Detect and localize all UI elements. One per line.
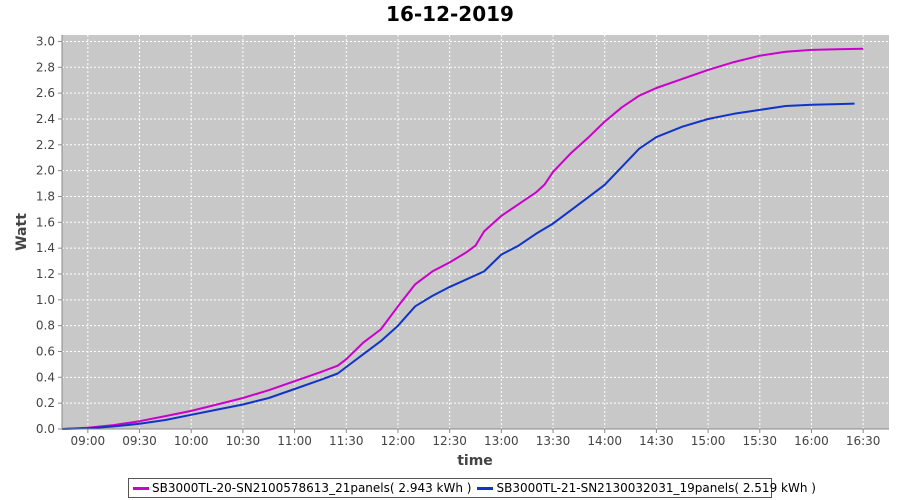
y-tick-label: 1.8: [36, 189, 55, 203]
y-tick-label: 1.6: [36, 215, 55, 229]
x-tick-label: 11:00: [277, 434, 312, 448]
y-tick-label: 2.2: [36, 138, 55, 152]
x-tick-label: 10:00: [174, 434, 209, 448]
y-tick-label: 1.2: [36, 267, 55, 281]
y-tick-label: 0.8: [36, 319, 55, 333]
legend-item-series-2: SB3000TL-21-SN2130032031_19panels( 2.519…: [477, 481, 816, 495]
legend-item-series-1: SB3000TL-20-SN2100578613_21panels( 2.943…: [133, 481, 471, 495]
x-tick-label: 15:00: [691, 434, 726, 448]
legend: SB3000TL-20-SN2100578613_21panels( 2.943…: [128, 478, 816, 498]
y-tick-label: 1.0: [36, 293, 55, 307]
legend-swatch-series-1: [133, 486, 149, 490]
y-tick-label: 2.8: [36, 60, 55, 74]
x-axis-label: time: [457, 453, 493, 469]
y-tick-label: 3.0: [36, 34, 55, 48]
x-tick-label: 13:30: [536, 434, 571, 448]
y-axis-ticks: 0.0 0.2 0.4 0.6 0.8 1.0 1.2 1.4 1.6 1.8 2.0 2.2 2.4 2…: [36, 34, 62, 436]
x-tick-label: 10:30: [226, 434, 261, 448]
x-tick-label: 14:00: [587, 434, 622, 448]
x-tick-label: 14:30: [639, 434, 674, 448]
y-tick-label: 0.2: [36, 396, 55, 410]
y-tick-label: 0.4: [36, 370, 55, 384]
legend-label-series-2: SB3000TL-21-SN2130032031_19panels( 2.519…: [496, 481, 816, 495]
x-axis-ticks: 09:00 09:30 10:00 10:30 11:00 11:30 12:00 12:30…: [71, 429, 881, 448]
series-1-line: [61, 47, 864, 430]
legend-swatch-series-2: [477, 486, 494, 490]
x-tick-label: 12:30: [432, 434, 467, 448]
y-tick-label: 2.0: [36, 164, 55, 178]
plot-area: [62, 35, 889, 429]
x-tick-label: 09:30: [122, 434, 157, 448]
y-tick-label: 1.4: [36, 241, 55, 255]
x-tick-label: 15:30: [742, 434, 777, 448]
x-tick-label: 12:00: [381, 434, 416, 448]
x-tick-label: 11:30: [329, 434, 364, 448]
series-2-line: [61, 102, 855, 430]
y-tick-label: 0.6: [36, 344, 55, 358]
legend-label-series-1: SB3000TL-20-SN2100578613_21panels( 2.943…: [152, 481, 472, 495]
y-tick-label: 2.4: [36, 112, 55, 126]
y-tick-label: 2.6: [36, 86, 55, 100]
x-tick-label: 13:00: [484, 434, 519, 448]
chart-title: 16-12-2019: [386, 2, 514, 26]
y-axis-label: Watt: [14, 213, 30, 251]
x-tick-label: 16:30: [846, 434, 881, 448]
series-lines: [61, 47, 864, 430]
y-tick-label: 0.0: [36, 422, 55, 436]
x-tick-label: 09:00: [71, 434, 106, 448]
x-tick-label: 16:00: [794, 434, 829, 448]
grid-lines: [62, 35, 889, 430]
